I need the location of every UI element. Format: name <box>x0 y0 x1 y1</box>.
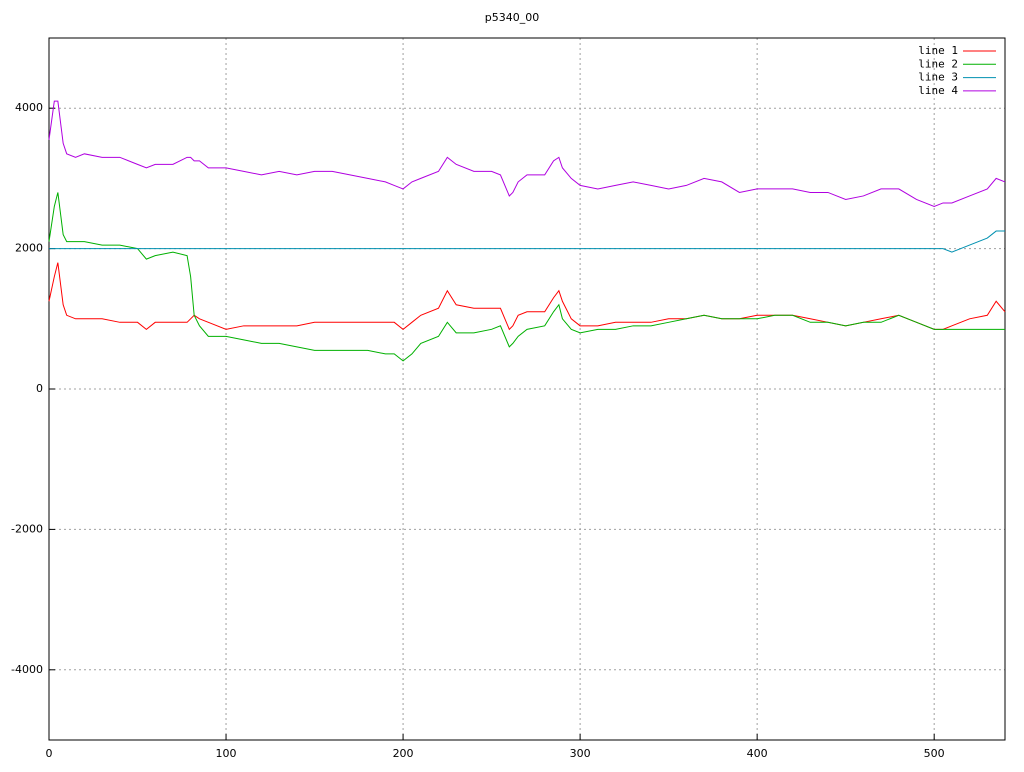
legend-label: line 4 <box>918 84 958 97</box>
chart-title: p5340_00 <box>485 11 539 24</box>
y-tick-label: -4000 <box>11 663 43 676</box>
data-line <box>48 100 1006 208</box>
legend-label: line 2 <box>918 57 958 70</box>
y-tick-label: 2000 <box>15 242 43 255</box>
y-tick-label: -2000 <box>11 522 43 535</box>
data-line <box>48 262 1006 331</box>
x-tick-label: 200 <box>393 747 414 760</box>
x-tick-label: 500 <box>924 747 945 760</box>
x-tick-label: 300 <box>570 747 591 760</box>
legend-label: line 1 <box>918 44 958 57</box>
y-tick-label: 4000 <box>15 101 43 114</box>
data-line <box>48 192 1005 362</box>
y-tick-label: 0 <box>36 382 43 395</box>
x-tick-label: 400 <box>747 747 768 760</box>
x-tick-label: 0 <box>46 747 53 760</box>
x-tick-label: 100 <box>216 747 237 760</box>
data-line <box>49 230 1005 253</box>
legend-label: line 3 <box>918 71 958 84</box>
plot-frame <box>48 37 1006 741</box>
